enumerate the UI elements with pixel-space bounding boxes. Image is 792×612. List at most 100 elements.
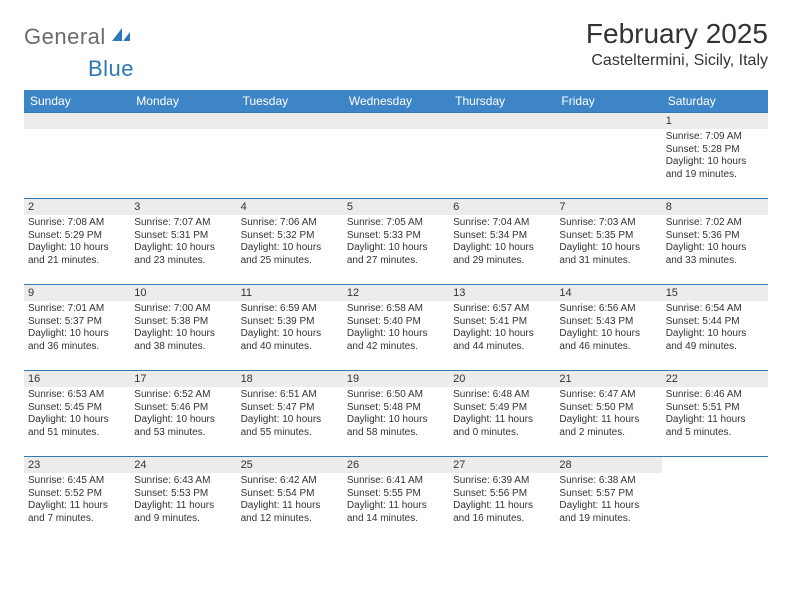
calendar-cell-empty — [449, 113, 555, 199]
logo-sail-icon — [110, 26, 132, 49]
day-number: 13 — [449, 285, 555, 301]
cell-line-sunset: Sunset: 5:34 PM — [453, 230, 551, 243]
cell-line-sunrise: Sunrise: 7:08 AM — [28, 217, 126, 230]
empty-daynum — [24, 113, 130, 129]
cell-line-sunrise: Sunrise: 6:43 AM — [134, 475, 232, 488]
cell-line-sunset: Sunset: 5:49 PM — [453, 402, 551, 415]
cell-line-day1: Daylight: 10 hours — [241, 414, 339, 427]
cell-content: Sunrise: 7:03 AMSunset: 5:35 PMDaylight:… — [559, 217, 657, 267]
calendar-cell: 4Sunrise: 7:06 AMSunset: 5:32 PMDaylight… — [237, 199, 343, 285]
cell-line-day2: and 49 minutes. — [666, 341, 764, 354]
cell-line-sunrise: Sunrise: 7:02 AM — [666, 217, 764, 230]
cell-line-day1: Daylight: 10 hours — [241, 242, 339, 255]
cell-line-sunset: Sunset: 5:37 PM — [28, 316, 126, 329]
cell-line-sunset: Sunset: 5:47 PM — [241, 402, 339, 415]
cell-line-sunset: Sunset: 5:32 PM — [241, 230, 339, 243]
day-header: Tuesday — [237, 90, 343, 113]
cell-line-sunrise: Sunrise: 6:59 AM — [241, 303, 339, 316]
calendar-cell: 27Sunrise: 6:39 AMSunset: 5:56 PMDayligh… — [449, 457, 555, 543]
calendar-cell: 16Sunrise: 6:53 AMSunset: 5:45 PMDayligh… — [24, 371, 130, 457]
calendar-cell: 8Sunrise: 7:02 AMSunset: 5:36 PMDaylight… — [662, 199, 768, 285]
calendar-cell-empty — [130, 113, 236, 199]
cell-line-sunset: Sunset: 5:45 PM — [28, 402, 126, 415]
day-number: 1 — [662, 113, 768, 129]
cell-line-day1: Daylight: 10 hours — [28, 328, 126, 341]
week-row: 9Sunrise: 7:01 AMSunset: 5:37 PMDaylight… — [24, 285, 768, 371]
day-number: 17 — [130, 371, 236, 387]
cell-line-sunrise: Sunrise: 6:48 AM — [453, 389, 551, 402]
cell-line-day1: Daylight: 10 hours — [134, 242, 232, 255]
day-number: 27 — [449, 457, 555, 473]
cell-line-sunrise: Sunrise: 6:53 AM — [28, 389, 126, 402]
cell-line-day2: and 21 minutes. — [28, 255, 126, 268]
day-header-row: SundayMondayTuesdayWednesdayThursdayFrid… — [24, 90, 768, 113]
day-number: 26 — [343, 457, 449, 473]
cell-line-day1: Daylight: 10 hours — [134, 328, 232, 341]
cell-line-sunrise: Sunrise: 6:41 AM — [347, 475, 445, 488]
calendar-cell: 3Sunrise: 7:07 AMSunset: 5:31 PMDaylight… — [130, 199, 236, 285]
cell-line-sunset: Sunset: 5:53 PM — [134, 488, 232, 501]
cell-line-sunset: Sunset: 5:39 PM — [241, 316, 339, 329]
cell-line-day1: Daylight: 11 hours — [453, 414, 551, 427]
day-number: 10 — [130, 285, 236, 301]
day-number: 14 — [555, 285, 661, 301]
day-number: 15 — [662, 285, 768, 301]
cell-line-day1: Daylight: 11 hours — [28, 500, 126, 513]
cell-line-day1: Daylight: 10 hours — [559, 242, 657, 255]
cell-line-sunset: Sunset: 5:40 PM — [347, 316, 445, 329]
cell-content: Sunrise: 6:45 AMSunset: 5:52 PMDaylight:… — [28, 475, 126, 525]
calendar-cell: 5Sunrise: 7:05 AMSunset: 5:33 PMDaylight… — [343, 199, 449, 285]
cell-content: Sunrise: 7:06 AMSunset: 5:32 PMDaylight:… — [241, 217, 339, 267]
calendar-cell-empty — [555, 113, 661, 199]
title-block: February 2025 Casteltermini, Sicily, Ita… — [586, 18, 768, 70]
cell-line-day2: and 16 minutes. — [453, 513, 551, 526]
cell-line-day1: Daylight: 10 hours — [666, 156, 764, 169]
cell-line-day2: and 44 minutes. — [453, 341, 551, 354]
day-header: Sunday — [24, 90, 130, 113]
empty-daynum — [237, 113, 343, 129]
calendar-cell: 24Sunrise: 6:43 AMSunset: 5:53 PMDayligh… — [130, 457, 236, 543]
cell-line-day1: Daylight: 11 hours — [134, 500, 232, 513]
cell-content: Sunrise: 7:05 AMSunset: 5:33 PMDaylight:… — [347, 217, 445, 267]
logo: General — [24, 24, 134, 50]
empty-daynum — [555, 113, 661, 129]
cell-line-sunset: Sunset: 5:52 PM — [28, 488, 126, 501]
cell-line-day1: Daylight: 11 hours — [347, 500, 445, 513]
cell-line-day1: Daylight: 10 hours — [347, 242, 445, 255]
calendar-cell-empty — [662, 457, 768, 543]
cell-line-day1: Daylight: 11 hours — [559, 500, 657, 513]
page-subtitle: Casteltermini, Sicily, Italy — [586, 52, 768, 70]
cell-content: Sunrise: 7:09 AMSunset: 5:28 PMDaylight:… — [666, 131, 764, 181]
calendar-table: SundayMondayTuesdayWednesdayThursdayFrid… — [24, 90, 768, 543]
cell-line-sunset: Sunset: 5:28 PM — [666, 144, 764, 157]
cell-line-sunrise: Sunrise: 6:57 AM — [453, 303, 551, 316]
cell-line-day1: Daylight: 10 hours — [559, 328, 657, 341]
cell-line-sunset: Sunset: 5:38 PM — [134, 316, 232, 329]
day-number: 12 — [343, 285, 449, 301]
cell-content: Sunrise: 6:53 AMSunset: 5:45 PMDaylight:… — [28, 389, 126, 439]
cell-line-day1: Daylight: 10 hours — [347, 414, 445, 427]
cell-line-day1: Daylight: 10 hours — [453, 242, 551, 255]
page-title: February 2025 — [586, 18, 768, 50]
calendar-cell: 15Sunrise: 6:54 AMSunset: 5:44 PMDayligh… — [662, 285, 768, 371]
day-number: 6 — [449, 199, 555, 215]
cell-line-sunrise: Sunrise: 6:52 AM — [134, 389, 232, 402]
cell-line-sunset: Sunset: 5:54 PM — [241, 488, 339, 501]
cell-content: Sunrise: 6:46 AMSunset: 5:51 PMDaylight:… — [666, 389, 764, 439]
day-number: 20 — [449, 371, 555, 387]
cell-line-sunrise: Sunrise: 7:05 AM — [347, 217, 445, 230]
cell-content: Sunrise: 6:42 AMSunset: 5:54 PMDaylight:… — [241, 475, 339, 525]
cell-line-sunrise: Sunrise: 6:56 AM — [559, 303, 657, 316]
day-number: 9 — [24, 285, 130, 301]
cell-line-day1: Daylight: 10 hours — [28, 242, 126, 255]
calendar-cell: 6Sunrise: 7:04 AMSunset: 5:34 PMDaylight… — [449, 199, 555, 285]
cell-line-day2: and 9 minutes. — [134, 513, 232, 526]
cell-line-sunset: Sunset: 5:51 PM — [666, 402, 764, 415]
cell-line-sunset: Sunset: 5:43 PM — [559, 316, 657, 329]
day-number: 22 — [662, 371, 768, 387]
cell-line-day1: Daylight: 11 hours — [241, 500, 339, 513]
day-number: 21 — [555, 371, 661, 387]
calendar-cell: 26Sunrise: 6:41 AMSunset: 5:55 PMDayligh… — [343, 457, 449, 543]
cell-line-sunset: Sunset: 5:46 PM — [134, 402, 232, 415]
cell-line-sunrise: Sunrise: 7:07 AM — [134, 217, 232, 230]
